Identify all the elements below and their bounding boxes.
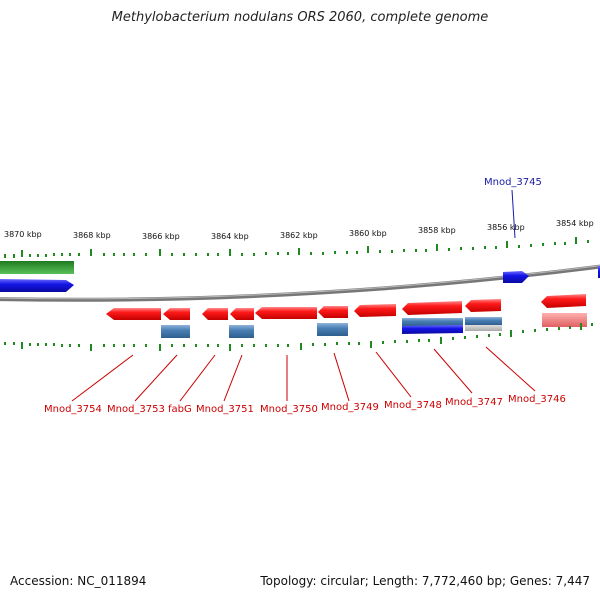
gene-arrow (202, 308, 228, 320)
blue-gene-bar (402, 325, 463, 334)
gene-track-lower (106, 294, 587, 338)
scale-label: 3864 kbp (211, 232, 249, 241)
steel-gene-bar (402, 318, 463, 326)
scale-label: 3868 kbp (73, 231, 111, 240)
blue-gene-arrow (0, 279, 74, 292)
gene-arrow (106, 308, 161, 320)
label-leaders (71, 346, 536, 402)
accession-text: Accession: NC_011894 (10, 574, 147, 588)
scale-label: 3866 kbp (142, 232, 180, 241)
gene-label-mnod-3747: Mnod_3747 (445, 397, 503, 408)
gene-label-mnod-3745: Mnod_3745 (484, 177, 542, 188)
scale-label: 3860 kbp (349, 229, 387, 238)
gene-arrow (465, 299, 501, 312)
gene-label-mnod-3748: Mnod_3748 (384, 400, 442, 411)
gene-arrow (163, 308, 190, 320)
steel-gene-bar (229, 325, 254, 338)
gene-label-mnod-3754: Mnod_3754 (44, 404, 102, 415)
gene-arrow (402, 301, 462, 315)
green-gene-bar (0, 261, 74, 274)
gene-label-mnod-3749: Mnod_3749 (321, 402, 379, 413)
gene-label-mnod-3750: Mnod_3750 (260, 404, 318, 415)
steel-gene-bar (161, 325, 190, 338)
gene-arrow (318, 306, 348, 318)
scale-label: 3856 kbp (487, 223, 525, 232)
blue-gene-edge (598, 266, 600, 278)
scale-label: 3858 kbp (418, 226, 456, 235)
gene-label-mnod-3751: Mnod_3751 (196, 404, 254, 415)
steel-gene-bar (465, 317, 502, 325)
grey-gene-bar (465, 325, 502, 331)
lower-tick-row (4, 323, 593, 351)
scale-label: 3870 kbp (4, 230, 42, 239)
gene-label-mnod-3753: Mnod_3753 (107, 404, 165, 415)
scale-labels: 3870 kbp 3868 kbp 3866 kbp 3864 kbp 3862… (4, 219, 594, 241)
label-leader-top (511, 189, 516, 239)
steel-gene-bar (317, 323, 348, 336)
scale-label: 3854 kbp (556, 219, 594, 228)
genome-summary-text: Topology: circular; Length: 7,772,460 bp… (260, 574, 590, 588)
gene-label-fabg: fabG (168, 404, 192, 415)
pink-gene-bar (542, 313, 587, 327)
scale-label: 3862 kbp (280, 231, 318, 240)
gene-arrow (255, 307, 317, 319)
map-title: Methylobacterium nodulans ORS 2060, comp… (111, 10, 489, 25)
gene-label-mnod-3746: Mnod_3746 (508, 394, 566, 405)
gene-labels: Mnod_3754 Mnod_3753 fabG Mnod_3751 Mnod_… (44, 394, 566, 415)
gene-arrow (230, 308, 254, 320)
blue-gene-arrow-small (503, 271, 529, 283)
gene-arrow (354, 304, 396, 317)
upper-tick-row (4, 237, 589, 258)
gene-arrow (541, 294, 586, 308)
